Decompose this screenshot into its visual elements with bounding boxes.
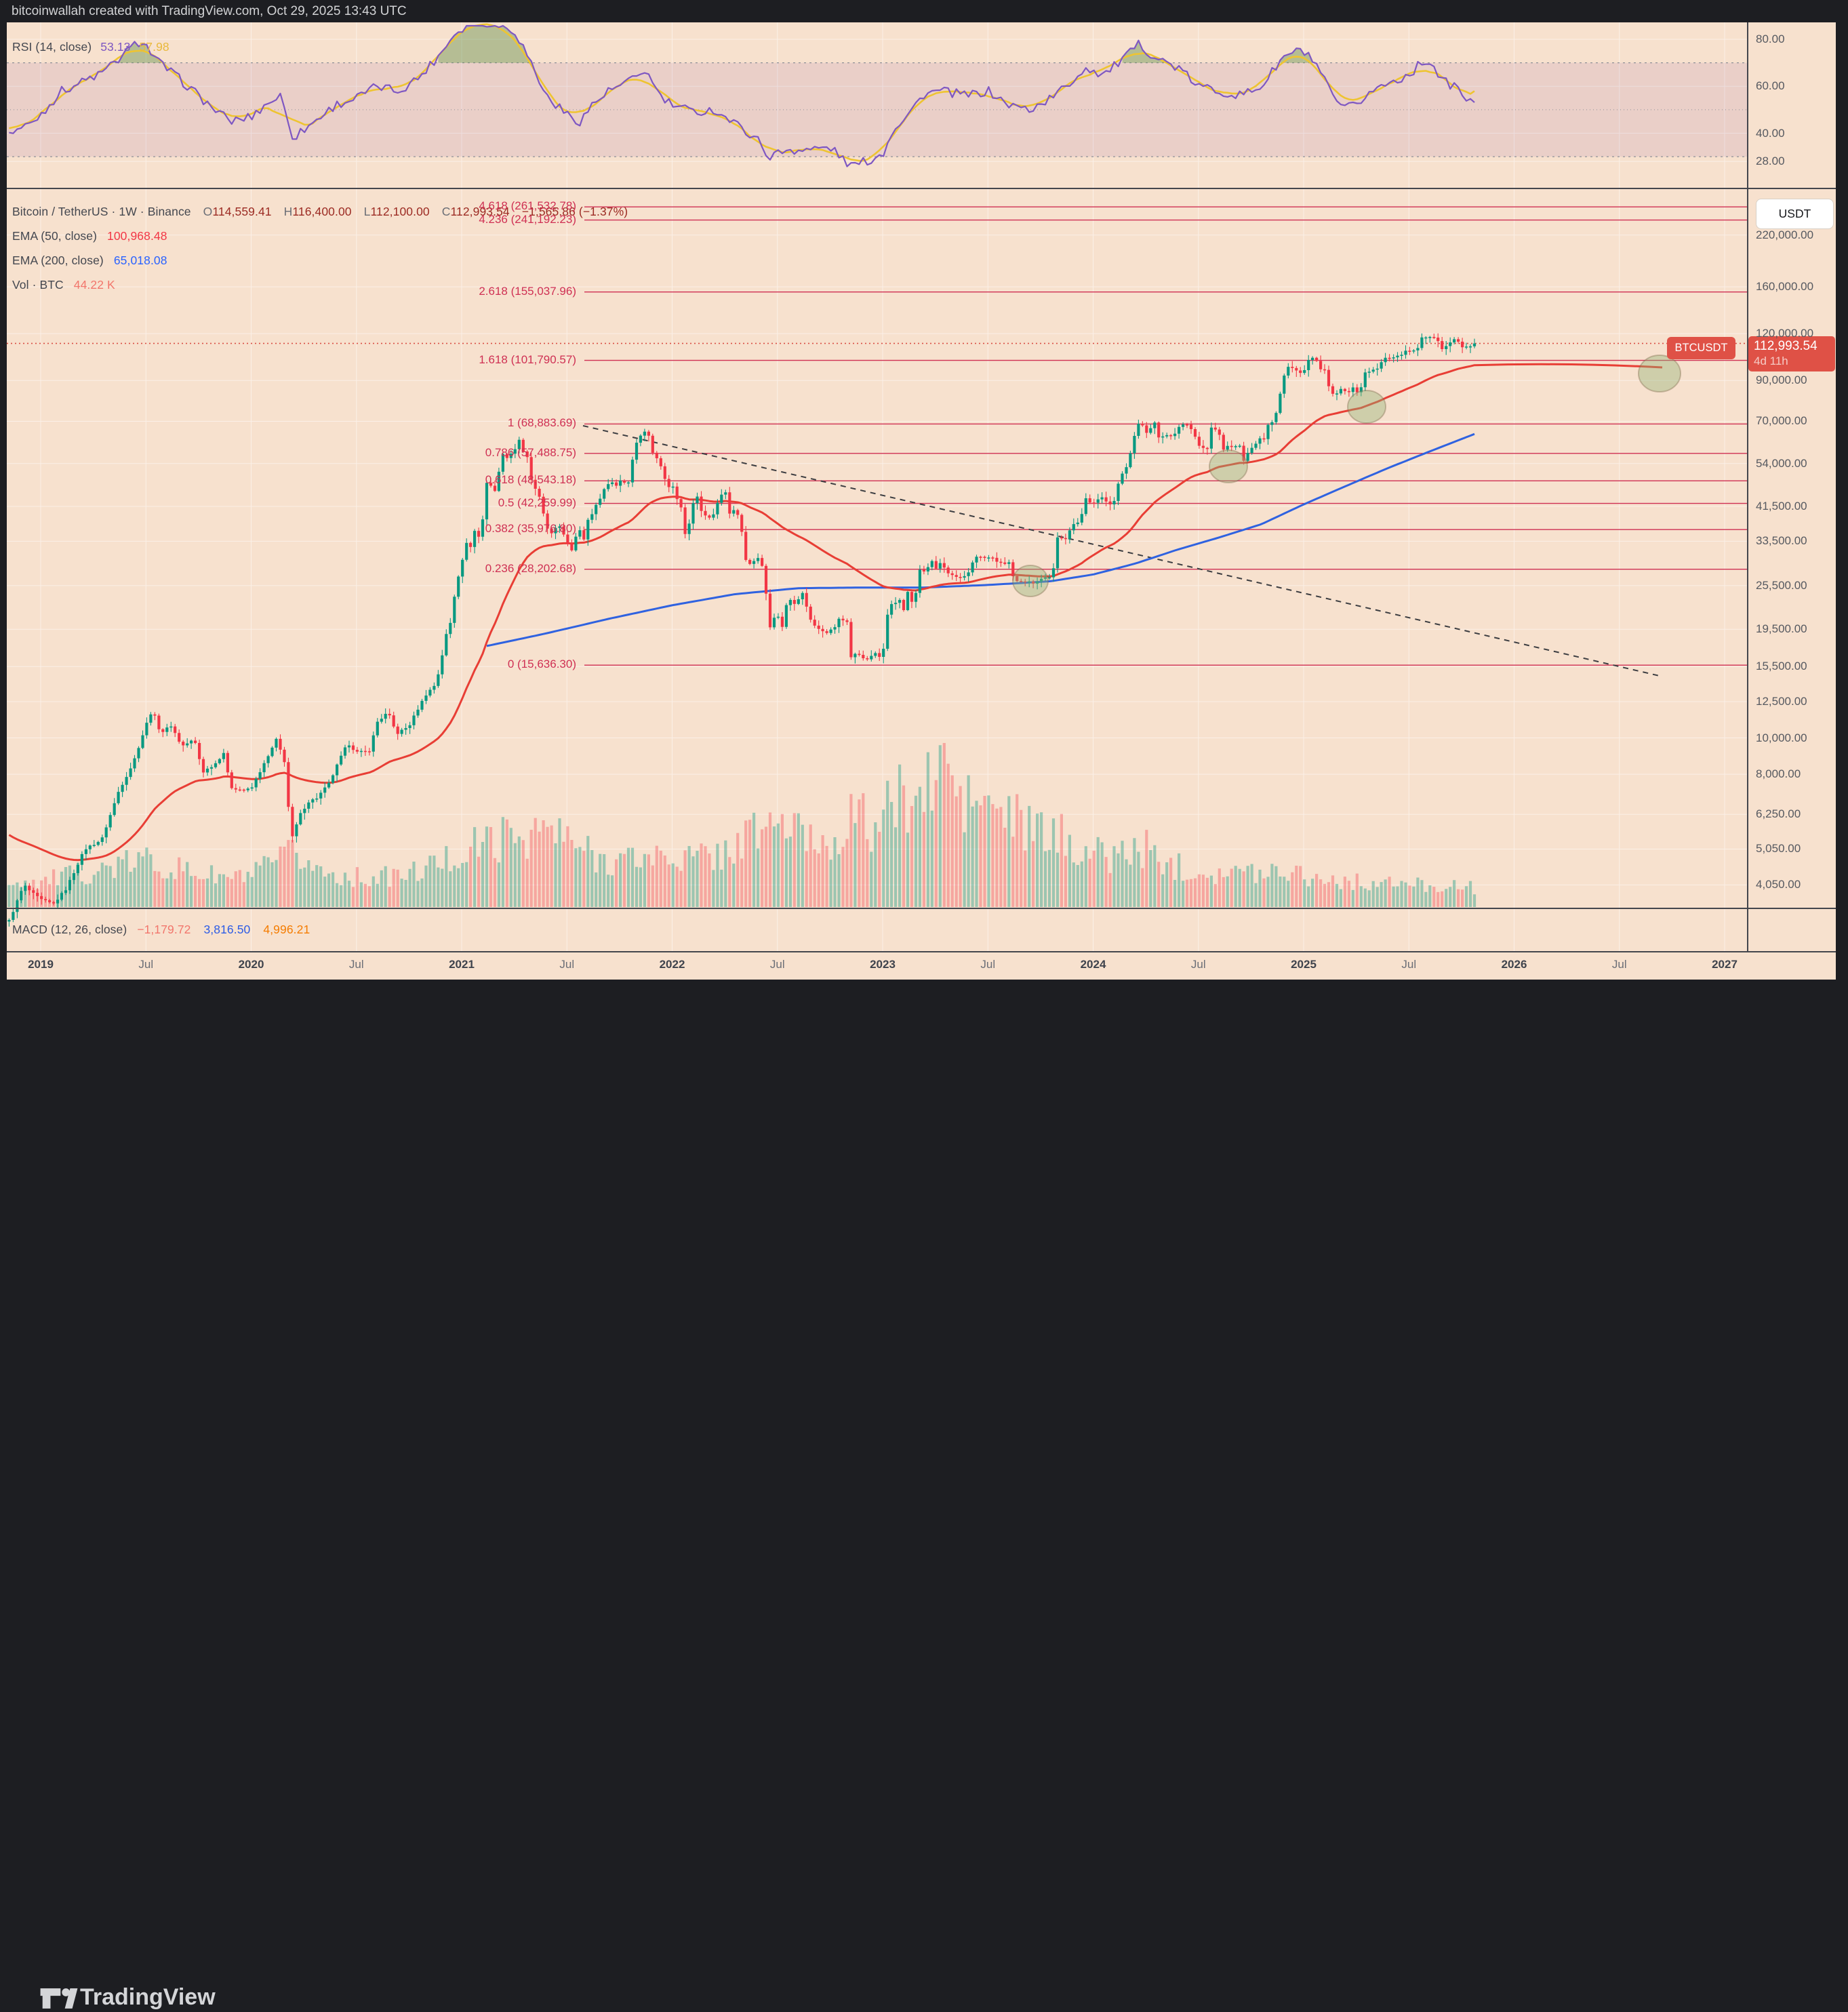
price-tick-label: 25,500.00 <box>1756 578 1807 592</box>
symbol-price-label-badge: BTCUSDT <box>1667 337 1735 359</box>
ema200-line <box>486 432 1475 647</box>
grid-lines <box>7 22 1748 952</box>
time-tick-label: 2024 <box>1080 958 1106 971</box>
rsi-ma-value: 57.98 <box>139 40 169 54</box>
high-value: 116,400.00 <box>292 205 352 218</box>
macd-hist-value: −1,179.72 <box>137 923 191 936</box>
footer-bar: TradingView <box>0 980 1848 2010</box>
price-tick-label: 15,500.00 <box>1756 660 1807 673</box>
macd-label: MACD (12, 26, close) <box>12 923 127 936</box>
ema-touch-highlight-circle <box>1209 449 1248 483</box>
rsi-value: 53.13 <box>100 40 131 54</box>
volume-bars-down <box>28 743 1464 907</box>
time-tick-label: 2027 <box>1712 958 1737 971</box>
volume-legend[interactable]: Vol · BTC 44.22 K <box>12 278 115 292</box>
ema200-value: 65,018.08 <box>113 254 167 267</box>
ema50-line <box>8 363 1663 862</box>
macd-legend[interactable]: MACD (12, 26, close) −1,179.72 3,816.50 … <box>12 923 310 937</box>
macd-signal-value: 4,996.21 <box>263 923 310 936</box>
rsi-legend-label: RSI (14, close) <box>12 40 92 54</box>
price-tick-label: 5,050.00 <box>1756 842 1801 856</box>
time-tick-label: Jul <box>1190 958 1206 971</box>
symbol-title: Bitcoin / TetherUS · 1W · Binance <box>12 205 191 218</box>
chart-canvas[interactable] <box>0 0 1848 980</box>
pane-separators <box>7 188 1836 952</box>
bar-countdown: 4d 11h <box>1754 355 1788 367</box>
price-tick-label: 160,000.00 <box>1756 280 1814 294</box>
snapshot-titlebar: bitcoinwallah created with TradingView.c… <box>0 0 1848 22</box>
time-tick-label: 2019 <box>28 958 54 971</box>
price-tick-label: 19,500.00 <box>1756 622 1807 636</box>
time-tick-label: Jul <box>1401 958 1417 971</box>
ema-touch-highlight-circle <box>1347 390 1386 424</box>
price-tick-label: 12,500.00 <box>1756 694 1807 708</box>
price-tick-label: 54,000.00 <box>1756 456 1807 470</box>
low-value: 112,100.00 <box>370 205 430 218</box>
candle-bodies-down <box>28 337 1464 904</box>
rsi-tick-label: 60.00 <box>1756 79 1785 93</box>
price-tick-label: 120,000.00 <box>1756 327 1814 340</box>
price-tick-label: 33,500.00 <box>1756 534 1807 548</box>
rsi-line <box>9 24 1475 167</box>
open-label: O <box>203 205 213 218</box>
price-tick-label: 4,050.00 <box>1756 878 1801 891</box>
price-tick-label: 8,000.00 <box>1756 767 1801 781</box>
ema50-value: 100,968.48 <box>107 229 167 243</box>
ema200-legend[interactable]: EMA (200, close) 65,018.08 <box>12 254 167 268</box>
time-tick-label: 2026 <box>1501 958 1527 971</box>
time-tick-label: 2021 <box>449 958 475 971</box>
open-value: 114,559.41 <box>212 205 272 218</box>
currency-toggle-label: USDT <box>1778 207 1811 220</box>
volume-bars-up <box>7 745 1477 907</box>
time-tick-label: Jul <box>138 958 154 971</box>
volume-label: Vol · BTC <box>12 278 64 291</box>
last-price-axis-badge: 112,993.54 4d 11h <box>1748 336 1835 371</box>
symbol-badge-text: BTCUSDT <box>1674 342 1728 354</box>
price-tick-label: 220,000.00 <box>1756 228 1814 241</box>
low-label: L <box>363 205 371 218</box>
tradingview-brand-text[interactable]: TradingView <box>80 1984 216 2010</box>
last-price-value: 112,993.54 <box>1754 339 1817 353</box>
close-label: C <box>441 205 451 218</box>
price-tick-label: 10,000.00 <box>1756 731 1807 744</box>
macd-line-value: 3,816.50 <box>203 923 251 936</box>
ema50-label: EMA (50, close) <box>12 229 98 243</box>
rsi-tick-label: 40.00 <box>1756 126 1785 140</box>
ema-touch-highlight-circle <box>1638 355 1681 393</box>
time-tick-label: Jul <box>1611 958 1627 971</box>
rsi-legend[interactable]: RSI (14, close) 53.13 57.98 <box>12 40 169 54</box>
time-tick-label: 2022 <box>659 958 685 971</box>
rsi-ma-line <box>9 23 1475 162</box>
high-label: H <box>283 205 293 218</box>
rsi-tick-label: 80.00 <box>1756 33 1785 46</box>
candle-bodies-up <box>7 337 1477 922</box>
time-tick-label: 2020 <box>238 958 264 971</box>
currency-toggle-button[interactable]: USDT <box>1756 199 1834 229</box>
time-tick-label: Jul <box>348 958 364 971</box>
rsi-tick-label: 28.00 <box>1756 155 1785 168</box>
ema200-label: EMA (200, close) <box>12 254 104 267</box>
close-value: 112,993.54 <box>450 205 510 218</box>
time-tick-label: Jul <box>559 958 575 971</box>
time-tick-label: 2025 <box>1291 958 1317 971</box>
symbol-legend[interactable]: Bitcoin / TetherUS · 1W · Binance O114,5… <box>12 205 628 219</box>
time-tick-label: Jul <box>769 958 785 971</box>
fib-retracement-lines <box>584 206 1748 666</box>
ema50-legend[interactable]: EMA (50, close) 100,968.48 <box>12 229 167 243</box>
time-tick-label: Jul <box>980 958 996 971</box>
chart-background <box>7 22 1836 980</box>
tradingview-logo-icon[interactable] <box>39 1985 79 2012</box>
ema-touch-highlight-circle <box>1012 565 1049 597</box>
volume-value: 44.22 K <box>73 278 115 291</box>
trendline-dashed <box>582 425 1660 677</box>
time-tick-label: 2023 <box>870 958 896 971</box>
price-tick-label: 70,000.00 <box>1756 414 1807 428</box>
snapshot-title-text: bitcoinwallah created with TradingView.c… <box>12 4 407 18</box>
price-tick-label: 6,250.00 <box>1756 807 1801 821</box>
price-tick-label: 90,000.00 <box>1756 374 1807 387</box>
change-value: −1,565.86 (−1.37%) <box>521 205 628 218</box>
price-tick-label: 41,500.00 <box>1756 499 1807 512</box>
